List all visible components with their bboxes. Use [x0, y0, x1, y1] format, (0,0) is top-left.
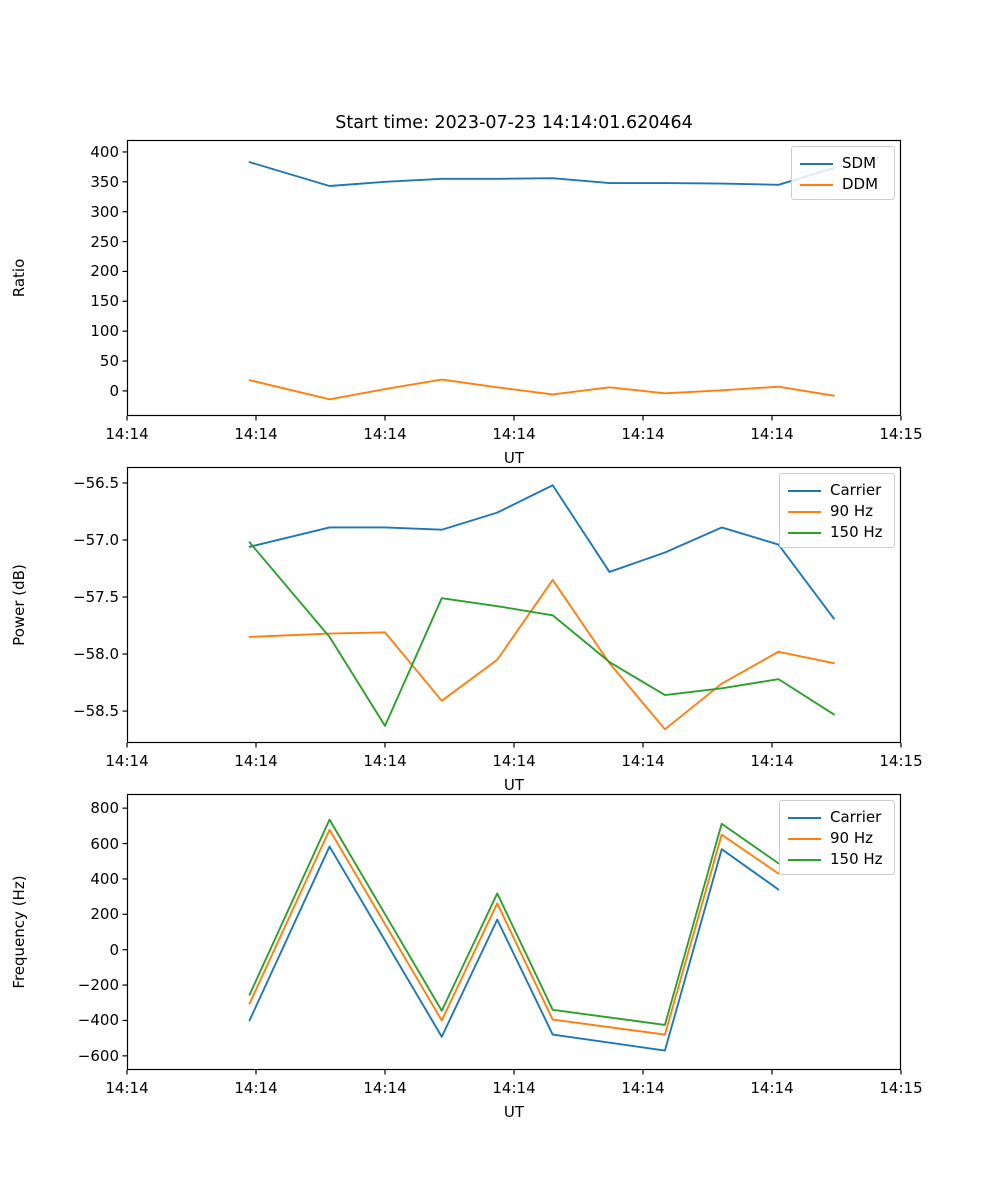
y-tick-label: 0: [109, 381, 119, 400]
data-line-90-hz: [248, 828, 780, 1036]
ratio-plot-area: [122, 139, 902, 421]
axes-spines: [126, 793, 902, 1071]
legend-line-swatch: [788, 837, 821, 840]
legend-line-swatch: [800, 183, 833, 186]
legend-label: 90 Hz: [830, 829, 874, 847]
x-tick-label: 14:15: [879, 425, 923, 443]
y-tick-label: −56.5: [73, 473, 119, 492]
legend-line-swatch: [788, 858, 821, 861]
data-line-90-hz: [248, 578, 835, 731]
x-tick-label: 14:14: [105, 752, 149, 770]
y-tick-label: −58.0: [73, 645, 119, 664]
power-y-axis-label: Power (dB): [10, 564, 28, 646]
legend-entry: Carrier: [788, 807, 886, 828]
data-line-150-hz: [248, 541, 835, 727]
y-tick-label: 50: [99, 352, 119, 371]
legend-entry: 90 Hz: [788, 501, 886, 522]
y-tick-label: 200: [90, 262, 119, 281]
x-tick-label: 14:14: [750, 425, 794, 443]
figure-title: Start time: 2023-07-23 14:14:01.620464: [335, 113, 693, 133]
frequency-panel: [122, 793, 902, 1075]
y-tick-label: 100: [90, 322, 119, 341]
legend-entry: 150 Hz: [788, 849, 886, 870]
y-tick-label: −400: [77, 1011, 119, 1030]
frequency-x-axis-label: UT: [503, 1103, 525, 1121]
data-line-150-hz: [248, 818, 780, 1026]
x-tick-label: 14:14: [621, 752, 665, 770]
data-line-sdm: [248, 161, 835, 187]
y-tick-label: −58.5: [73, 702, 119, 721]
legend-label: 90 Hz: [830, 502, 874, 520]
legend-line-swatch: [800, 162, 833, 165]
legend-entry: Carrier: [788, 480, 886, 501]
power-plot-area: [122, 466, 902, 748]
x-tick-label: 14:14: [363, 752, 407, 770]
y-tick-label: −57.5: [73, 588, 119, 607]
y-tick-label: 800: [90, 799, 119, 818]
x-tick-label: 14:14: [363, 425, 407, 443]
power-legend: Carrier 90 Hz 150 Hz: [779, 473, 895, 548]
x-tick-label: 14:14: [234, 425, 278, 443]
y-tick-label: −57.0: [73, 530, 119, 549]
frequency-y-axis-label: Frequency (Hz): [10, 875, 28, 989]
y-tick-label: 400: [90, 869, 119, 888]
x-tick-label: 14:14: [363, 1079, 407, 1097]
x-tick-label: 14:15: [879, 752, 923, 770]
x-tick-label: 14:14: [492, 752, 536, 770]
y-tick-label: 250: [90, 232, 119, 251]
axes-spines: [126, 139, 902, 417]
y-tick-label: −600: [77, 1046, 119, 1065]
legend-label: Carrier: [830, 808, 882, 826]
legend-label: SDM: [842, 154, 877, 172]
x-tick-label: 14:14: [492, 425, 536, 443]
x-tick-label: 14:14: [105, 425, 149, 443]
x-tick-label: 14:14: [621, 425, 665, 443]
legend-label: DDM: [842, 175, 879, 193]
ratio-x-axis-label: UT: [503, 449, 525, 467]
x-tick-label: 14:14: [492, 1079, 536, 1097]
power-x-axis-label: UT: [503, 776, 525, 794]
x-tick-label: 14:14: [750, 1079, 794, 1097]
y-tick-label: 400: [90, 142, 119, 161]
frequency-plot-area: [122, 793, 902, 1075]
ratio-y-axis-label: Ratio: [10, 258, 28, 298]
y-tick-label: −200: [77, 976, 119, 995]
legend-label: Carrier: [830, 481, 882, 499]
legend-entry: SDM: [800, 153, 886, 174]
y-tick-label: 600: [90, 834, 119, 853]
legend-entry: 150 Hz: [788, 522, 886, 543]
data-line-carrier: [248, 484, 835, 620]
power-panel: [122, 466, 902, 748]
x-tick-label: 14:14: [234, 1079, 278, 1097]
legend-entry: DDM: [800, 174, 886, 195]
data-line-ddm: [248, 378, 835, 401]
y-tick-label: 300: [90, 202, 119, 221]
x-tick-label: 14:15: [879, 1079, 923, 1097]
x-tick-label: 14:14: [621, 1079, 665, 1097]
y-tick-label: 200: [90, 905, 119, 924]
x-tick-label: 14:14: [234, 752, 278, 770]
y-tick-label: 150: [90, 292, 119, 311]
ratio-panel: Start time: 2023-07-23 14:14:01.620464: [122, 113, 902, 421]
legend-line-swatch: [788, 489, 821, 492]
legend-label: 150 Hz: [830, 850, 883, 868]
legend-label: 150 Hz: [830, 523, 883, 541]
frequency-legend: Carrier 90 Hz 150 Hz: [779, 800, 895, 875]
x-tick-label: 14:14: [105, 1079, 149, 1097]
legend-line-swatch: [788, 816, 821, 819]
y-tick-label: 0: [109, 940, 119, 959]
legend-entry: 90 Hz: [788, 828, 886, 849]
data-line-carrier: [248, 845, 780, 1052]
x-tick-label: 14:14: [750, 752, 794, 770]
legend-line-swatch: [788, 531, 821, 534]
ratio-legend: SDM DDM: [791, 146, 895, 200]
axes-spines: [126, 466, 902, 744]
y-tick-label: 350: [90, 172, 119, 191]
legend-line-swatch: [788, 510, 821, 513]
